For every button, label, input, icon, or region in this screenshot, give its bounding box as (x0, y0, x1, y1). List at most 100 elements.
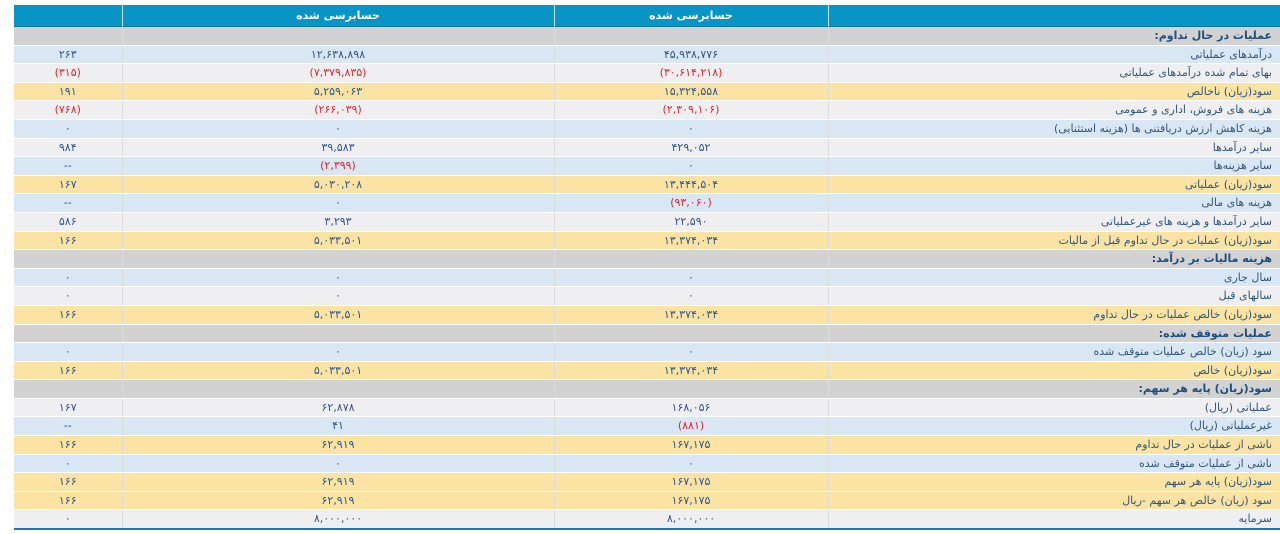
current-audited-value-cell: ۱۳,۳۷۴,۰۳۴ (553, 361, 828, 381)
prior-audited-value-cell: ۳۹,۵۸۳ (121, 138, 554, 158)
percent-change-cell: ۱۶۷ (14, 398, 122, 418)
header-percent-column-cell (14, 5, 122, 27)
current-audited-value-cell: ۰ (553, 342, 828, 362)
row-label-cell: سرمایه (827, 509, 1280, 530)
current-audited-value-cell: ۱۶۷,۱۷۵ (553, 435, 828, 455)
prior-audited-value-cell: ۵,۰۳۰,۲۰۸ (121, 175, 554, 195)
prior-audited-value-cell: ۳,۲۹۳ (121, 212, 554, 232)
prior-audited-value-cell (121, 249, 554, 269)
row-label-cell: هزینه های فروش، اداری و عمومی (827, 100, 1280, 120)
section-row: سود(زیان) پایه هر سهم: (14, 379, 1280, 399)
table-row: عملیاتی (ریال) ۱۶۸,۰۵۶ ۶۲,۸۷۸ ۱۶۷ (14, 398, 1280, 418)
prior-audited-value-cell: ۰ (121, 454, 554, 474)
percent-change-cell: ۱۶۶ (14, 231, 122, 251)
current-audited-value-cell: ۸,۰۰۰,۰۰۰ (553, 509, 828, 530)
prior-audited-value-cell: ۵,۰۳۳,۵۰۱ (121, 305, 554, 325)
table-row: سرمایه ۸,۰۰۰,۰۰۰ ۸,۰۰۰,۰۰۰ ۰ (14, 509, 1280, 530)
row-label-cell: عملیاتی (ریال) (827, 398, 1280, 418)
table-row: سایر درآمدها ۴۲۹,۰۵۲ ۳۹,۵۸۳ ۹۸۴ (14, 138, 1280, 158)
percent-change-cell: ۱۶۶ (14, 435, 122, 455)
row-label-cell: سود(زیان) عملیات در حال تداوم قبل از مال… (827, 231, 1280, 251)
table-row: سود(زیان) خالص ۱۳,۳۷۴,۰۳۴ ۵,۰۳۳,۵۰۱ ۱۶۶ (14, 361, 1280, 381)
table-row: سود(زیان) عملیاتی ۱۳,۴۴۴,۵۰۴ ۵,۰۳۰,۲۰۸ ۱۶۷ (14, 175, 1280, 195)
row-label-cell: سایر درآمدها (827, 138, 1280, 158)
percent-change-cell: ۹۸۴ (14, 138, 122, 158)
prior-audited-value-cell: (۷,۳۷۹,۸۳۵) (121, 63, 554, 83)
table-row: سود (زیان) خالص هر سهم -ریال ۱۶۷,۱۷۵ ۶۲,۹۱… (14, 491, 1280, 511)
row-label-cell: ناشی از عملیات در حال تداوم (827, 435, 1280, 455)
percent-change-cell: ۰ (14, 509, 122, 530)
current-audited-value-cell: (۸۸۱) (553, 416, 828, 437)
prior-audited-value-cell: ۰ (121, 286, 554, 306)
current-audited-value-cell: ۰ (553, 286, 828, 306)
table-row: درآمدهای عملیاتی ۴۵,۹۳۸,۷۷۶ ۱۲,۶۳۸,۸۹۸ ۲۶۳ (14, 45, 1280, 65)
percent-change-cell: (۷۶۸) (14, 100, 122, 120)
section-label-cell: عملیات متوقف شده: (827, 324, 1280, 344)
percent-change-cell: -- (14, 193, 122, 213)
table-row: سالهای قبل ۰ ۰ ۰ (14, 286, 1280, 306)
section-row: عملیات در حال تداوم: (14, 26, 1280, 46)
current-audited-value-cell: ۲۲,۵۹۰ (553, 212, 828, 232)
row-label-cell: سایر هزینه‌ها (827, 156, 1280, 176)
percent-change-cell (14, 249, 122, 269)
table-row: سود (زیان) خالص عملیات متوقف شده ۰ ۰ ۰ (14, 342, 1280, 362)
row-label-cell: سود(زیان) خالص (827, 361, 1280, 381)
table-row: ناشی از عملیات متوقف شده ۰ ۰ ۰ (14, 454, 1280, 474)
row-label-cell: بهای تمام شده درآمدهای عملیاتی (827, 63, 1280, 83)
current-audited-value-cell (553, 26, 828, 46)
header-audited-current: حسابرسی شده (553, 5, 828, 27)
prior-audited-value-cell: ۸,۰۰۰,۰۰۰ (121, 509, 554, 530)
percent-change-cell (14, 26, 122, 46)
row-label-cell: هزینه کاهش ارزش دریافتنی ها (هزینه استثن… (827, 119, 1280, 139)
table-row: هزینه های مالی (۹۳,۰۶۰) ۰ -- (14, 193, 1280, 213)
prior-audited-value-cell: ۵,۰۳۳,۵۰۱ (121, 231, 554, 251)
current-audited-value-cell: (۹۳,۰۶۰) (553, 193, 828, 213)
table-row: بهای تمام شده درآمدهای عملیاتی (۳۰,۶۱۴,۲۱… (14, 63, 1280, 83)
row-label-cell: سالهای قبل (827, 286, 1280, 306)
table-row: هزینه کاهش ارزش دریافتنی ها (هزینه استثن… (14, 119, 1280, 139)
table-row: سود(زیان) ناخالص ۱۵,۳۲۴,۵۵۸ ۵,۲۵۹,۰۶۳ ۱۹۱ (14, 82, 1280, 102)
percent-change-cell: ۱۶۶ (14, 305, 122, 325)
percent-change-cell: ۰ (14, 268, 122, 288)
prior-audited-value-cell: (۲,۳۹۹) (121, 156, 554, 176)
current-audited-value-cell: ۱۳,۳۷۴,۰۳۴ (553, 231, 828, 251)
header-label-column-cell (827, 5, 1280, 27)
percent-change-cell: ۰ (14, 342, 122, 362)
header-audited-prior: حسابرسی شده (121, 5, 554, 27)
prior-audited-value-cell: ۶۲,۹۱۹ (121, 472, 554, 492)
section-label-cell: هزینه مالیات بر درآمد: (827, 249, 1280, 269)
prior-audited-value-cell: ۶۲,۸۷۸ (121, 398, 554, 418)
row-label-cell: سود (زیان) خالص عملیات متوقف شده (827, 342, 1280, 362)
current-audited-value-cell: ۰ (553, 119, 828, 139)
row-label-cell: سال جاری (827, 268, 1280, 288)
percent-change-cell: ۰ (14, 286, 122, 306)
percent-change-cell: -- (14, 156, 122, 176)
prior-audited-value-cell: ۱۲,۶۳۸,۸۹۸ (121, 45, 554, 65)
prior-audited-value-cell: ۰ (121, 342, 554, 362)
section-row: عملیات متوقف شده: (14, 324, 1280, 344)
percent-change-cell: ۲۶۳ (14, 45, 122, 65)
income-statement-table: حسابرسی شده حسابرسی شده عملیات در حال تد… (14, 5, 1280, 531)
current-audited-value-cell: ۱۶۷,۱۷۵ (553, 472, 828, 492)
table-row: ناشی از عملیات در حال تداوم ۱۶۷,۱۷۵ ۶۲,۹۱۹… (14, 435, 1280, 455)
row-label-cell: سود(زیان) خالص عملیات در حال تداوم (827, 305, 1280, 325)
current-audited-value-cell (553, 249, 828, 269)
current-audited-value-cell (553, 379, 828, 399)
current-audited-value-cell: ۴۵,۹۳۸,۷۷۶ (553, 45, 828, 65)
table-header-row: حسابرسی شده حسابرسی شده (14, 5, 1280, 27)
percent-change-cell: ۰ (14, 454, 122, 474)
prior-audited-value-cell (121, 324, 554, 344)
row-label-cell: سود(زیان) عملیاتی (827, 175, 1280, 195)
table-row: غیرعملیاتی (ریال) (۸۸۱) ۴۱ -- (14, 416, 1280, 437)
prior-audited-value-cell: ۶۲,۹۱۹ (121, 491, 554, 511)
current-audited-value-cell (553, 324, 828, 344)
table-row: سایر هزینه‌ها ۰ (۲,۳۹۹) -- (14, 156, 1280, 176)
prior-audited-value-cell (121, 26, 554, 46)
prior-audited-value-cell (121, 379, 554, 399)
prior-audited-value-cell: ۰ (121, 268, 554, 288)
prior-audited-value-cell: (۲۶۶,۰۳۹) (121, 100, 554, 120)
current-audited-value-cell: ۱۶۸,۰۵۶ (553, 398, 828, 418)
prior-audited-value-cell: ۰ (121, 119, 554, 139)
table-row: سود(زیان) پایه هر سهم ۱۶۷,۱۷۵ ۶۲,۹۱۹ ۱۶۶ (14, 472, 1280, 492)
row-label-cell: ناشی از عملیات متوقف شده (827, 454, 1280, 474)
